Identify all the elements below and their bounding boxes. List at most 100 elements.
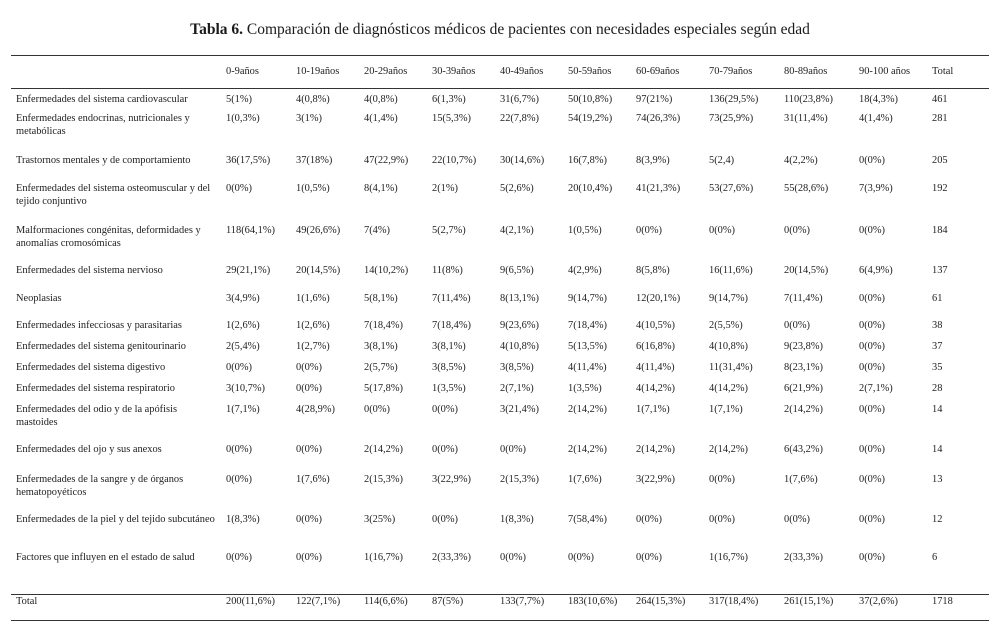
value-cell: 4(11,4%) bbox=[568, 362, 607, 373]
value-cell: 0(0%) bbox=[859, 444, 885, 455]
value-cell: 0(0%) bbox=[859, 341, 885, 352]
value-cell: 1(7,6%) bbox=[296, 474, 330, 485]
total-value-cell: 114(6,6%) bbox=[364, 595, 408, 607]
row-total-cell: 205 bbox=[932, 155, 948, 166]
value-cell: 2(14,2%) bbox=[364, 444, 403, 455]
value-cell: 118(64,1%) bbox=[226, 225, 275, 236]
table-row: Enfermedades del odio y de la apófisis m… bbox=[11, 400, 989, 440]
value-cell: 1(0,3%) bbox=[226, 113, 260, 124]
total-value-cell: 200(11,6%) bbox=[226, 595, 275, 607]
value-cell: 30(14,6%) bbox=[500, 155, 545, 166]
table-row: Enfermedades del sistema nervioso 29(21,1… bbox=[11, 261, 989, 289]
value-cell: 4(11,4%) bbox=[636, 362, 675, 373]
value-cell: 5(13,5%) bbox=[568, 341, 607, 352]
total-value-cell: 37(2,6%) bbox=[859, 595, 898, 607]
value-cell: 55(28,6%) bbox=[784, 183, 829, 194]
value-cell: 4(2,1%) bbox=[500, 225, 534, 236]
row-category: Enfermedades de la sangre y de órganos h… bbox=[16, 474, 184, 498]
value-cell: 54(19,2%) bbox=[568, 113, 613, 124]
value-cell: 8(3,9%) bbox=[636, 155, 670, 166]
row-category: Enfermedades del odio y de la apófisis m… bbox=[16, 404, 178, 428]
value-cell: 9(23,8%) bbox=[784, 341, 823, 352]
value-cell: 4(0,8%) bbox=[364, 94, 398, 105]
value-cell: 0(0%) bbox=[296, 383, 322, 394]
value-cell: 3(8,1%) bbox=[364, 341, 398, 352]
value-cell: 3(25%) bbox=[364, 514, 396, 525]
value-cell: 0(0%) bbox=[500, 444, 526, 455]
value-cell: 5(1%) bbox=[226, 94, 252, 105]
value-cell: 4(14,2%) bbox=[636, 383, 675, 394]
row-total-cell: 13 bbox=[932, 474, 943, 485]
row-total-cell: 192 bbox=[932, 183, 948, 194]
value-cell: 2(14,2%) bbox=[568, 404, 607, 415]
value-cell: 2(5,7%) bbox=[364, 362, 398, 373]
value-cell: 2(15,3%) bbox=[500, 474, 539, 485]
value-cell: 8(4,1%) bbox=[364, 183, 398, 194]
table-row: Enfermedades endocrinas, nutricionales y… bbox=[11, 109, 989, 151]
total-value-cell: 133(7,7%) bbox=[500, 595, 545, 607]
value-cell: 0(0%) bbox=[859, 320, 885, 331]
row-category: Enfermedades del ojo y sus anexos bbox=[16, 444, 162, 455]
column-header: 20-29años bbox=[364, 65, 408, 77]
value-cell: 4(2,2%) bbox=[784, 155, 818, 166]
total-value-cell: 264(15,3%) bbox=[636, 595, 686, 607]
value-cell: 5(2,4) bbox=[709, 155, 735, 166]
value-cell: 4(10,8%) bbox=[709, 341, 748, 352]
value-cell: 6(1,3%) bbox=[432, 94, 466, 105]
total-label: Total bbox=[16, 595, 38, 607]
column-header: 0-9años bbox=[226, 65, 259, 77]
value-cell: 0(0%) bbox=[296, 362, 322, 373]
row-total-cell: 38 bbox=[932, 320, 943, 331]
diagnosis-table: 0-9años 10-19años 20-29años 30-39años 40-49a… bbox=[11, 57, 989, 614]
value-cell: 4(1,4%) bbox=[859, 113, 893, 124]
value-cell: 2(33,3%) bbox=[784, 552, 823, 563]
value-cell: 0(0%) bbox=[432, 444, 458, 455]
value-cell: 5(2,6%) bbox=[500, 183, 534, 194]
row-category: Malformaciones congénitas, deformidades … bbox=[16, 225, 201, 249]
value-cell: 9(6,5%) bbox=[500, 265, 534, 276]
value-cell: 73(25,9%) bbox=[709, 113, 754, 124]
value-cell: 0(0%) bbox=[859, 474, 885, 485]
total-value-cell: 87(5%) bbox=[432, 595, 464, 607]
value-cell: 0(0%) bbox=[296, 552, 322, 563]
value-cell: 0(0%) bbox=[432, 404, 458, 415]
value-cell: 3(8,5%) bbox=[432, 362, 466, 373]
value-cell: 0(0%) bbox=[784, 514, 810, 525]
value-cell: 0(0%) bbox=[709, 225, 735, 236]
value-cell: 16(11,6%) bbox=[709, 265, 753, 276]
value-cell: 29(21,1%) bbox=[226, 265, 271, 276]
row-total-cell: 61 bbox=[932, 293, 943, 304]
value-cell: 2(15,3%) bbox=[364, 474, 403, 485]
table-row: Enfermedades del sistema cardiovascular 5… bbox=[11, 85, 989, 109]
value-cell: 136(29,5%) bbox=[709, 94, 759, 105]
value-cell: 1(7,1%) bbox=[636, 404, 670, 415]
value-cell: 47(22,9%) bbox=[364, 155, 409, 166]
value-cell: 1(0,5%) bbox=[296, 183, 330, 194]
column-header: 80-89años bbox=[784, 65, 828, 77]
value-cell: 7(18,4%) bbox=[432, 320, 471, 331]
value-cell: 7(11,4%) bbox=[432, 293, 471, 304]
value-cell: 7(18,4%) bbox=[364, 320, 403, 331]
row-total-cell: 461 bbox=[932, 94, 948, 105]
value-cell: 74(26,3%) bbox=[636, 113, 681, 124]
table-title-label: Tabla 6. bbox=[190, 21, 243, 38]
table-row: Enfermedades del sistema osteomuscular y… bbox=[11, 179, 989, 221]
row-category: Enfermedades de la piel y del tejido sub… bbox=[16, 514, 215, 525]
value-cell: 110(23,8%) bbox=[784, 94, 833, 105]
value-cell: 0(0%) bbox=[364, 404, 390, 415]
value-cell: 9(14,7%) bbox=[568, 293, 607, 304]
value-cell: 1(2,6%) bbox=[296, 320, 330, 331]
value-cell: 1(3,5%) bbox=[568, 383, 602, 394]
value-cell: 3(22,9%) bbox=[432, 474, 471, 485]
value-cell: 2(7,1%) bbox=[859, 383, 893, 394]
total-row: Total 200(11,6%) 122(7,1%) 114(6,6%) 87(5%) 1… bbox=[11, 588, 989, 614]
value-cell: 6(4,9%) bbox=[859, 265, 893, 276]
value-cell: 1(2,6%) bbox=[226, 320, 260, 331]
total-value-cell: 122(7,1%) bbox=[296, 595, 341, 607]
total-value-cell: 1718 bbox=[932, 595, 953, 607]
table-row: Enfermedades del sistema respiratorio 3(1… bbox=[11, 379, 989, 400]
value-cell: 0(0%) bbox=[226, 444, 252, 455]
value-cell: 0(0%) bbox=[568, 552, 594, 563]
value-cell: 31(11,4%) bbox=[784, 113, 828, 124]
row-total-cell: 35 bbox=[932, 362, 943, 373]
